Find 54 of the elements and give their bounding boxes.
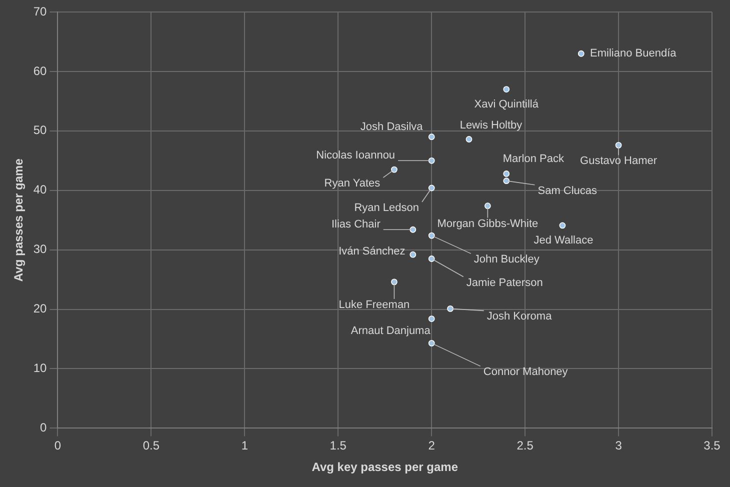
annotation: Luke Freeman [338, 298, 410, 311]
y-tick-label: 10 [33, 361, 48, 376]
x-tick-label: 3 [615, 438, 622, 453]
y-tick-label: 0 [40, 420, 48, 435]
point [447, 305, 454, 312]
y-axis-title: Avg passes per game [12, 158, 26, 282]
x-tick-label: 1.5 [330, 438, 347, 453]
y-tick-label: 70 [33, 4, 48, 18]
y-tick-label: 30 [33, 242, 48, 256]
point [391, 166, 398, 173]
y-tick-label: 50 [33, 123, 48, 138]
annotation: Gustavo Hamer [580, 155, 658, 168]
annotation: Ryan Yates [324, 178, 381, 190]
point [503, 178, 510, 184]
annotation: Ryan Ledson [354, 202, 420, 214]
x-tick-label: 3.5 [704, 438, 721, 453]
x-tick-label: 2 [428, 438, 436, 453]
point [428, 232, 435, 239]
point [578, 50, 584, 57]
annotation: Josh Dasilva [360, 120, 424, 133]
annotation: Morgan Gibbs-White [437, 218, 538, 230]
point [503, 86, 510, 92]
y-tick-label: 20 [33, 302, 48, 316]
y-tick-label: 60 [33, 64, 48, 78]
x-tick-label: 2.5 [516, 438, 534, 453]
point [428, 184, 435, 192]
annotation: Connor Mahoney [483, 366, 568, 378]
annotation: Josh Koroma [486, 310, 553, 323]
x-tick-label: 1 [241, 438, 248, 453]
annotation: Arnaut Danjuma [350, 324, 432, 337]
point [428, 134, 435, 140]
annotation: John Buckley [474, 254, 540, 266]
x-tick-label: 0.5 [142, 438, 160, 453]
point [410, 251, 416, 258]
annotation: Nicolas Ioannou [316, 150, 396, 162]
point [428, 340, 435, 346]
point [503, 170, 510, 177]
annotation: Jamie Paterson [466, 276, 543, 289]
annotation: Emiliano Buendía [590, 48, 678, 60]
point [466, 136, 472, 142]
annotation: Marlon Pack [502, 152, 564, 165]
point [391, 278, 398, 286]
point [484, 202, 491, 210]
annotation: Lewis Holtby [460, 119, 523, 132]
point [428, 316, 435, 322]
point [559, 222, 566, 229]
annotation: Ilias Chair [331, 218, 381, 231]
annotation: Sam Clucas [538, 184, 598, 197]
annotation: Xavi Quintillá [474, 98, 540, 110]
x-tick-label: 0 [54, 438, 62, 453]
annotation: Jed Wallace [534, 234, 594, 246]
x-axis-title: Avg key passes per game [312, 460, 458, 474]
annotation: Iván Sánchez [338, 246, 406, 258]
y-tick-label: 40 [33, 182, 48, 197]
